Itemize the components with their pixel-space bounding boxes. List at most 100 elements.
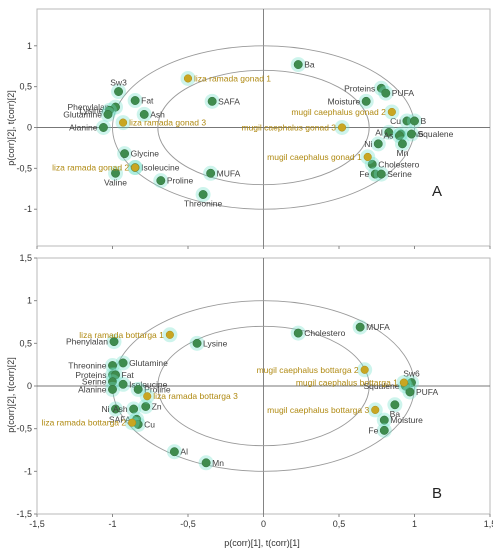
variable-point[interactable]	[111, 404, 120, 414]
variable-point[interactable]	[169, 447, 179, 457]
variable-point[interactable]	[118, 379, 128, 389]
observation-label: liza ramada gonad 2	[52, 163, 129, 173]
variable-point[interactable]	[379, 425, 389, 435]
variable-label: Al	[375, 127, 383, 137]
variable-label: Fe	[359, 169, 369, 179]
observation-label: mugil caephalus gonad 3	[242, 123, 337, 133]
variable-label: Ba	[390, 409, 401, 419]
variable-point[interactable]	[355, 322, 365, 332]
observation-point[interactable]	[363, 152, 372, 161]
variable-label: Mn	[212, 458, 224, 468]
y-tick-label: 0,5	[19, 338, 32, 348]
variable-point[interactable]	[201, 458, 211, 468]
variable-label: MUFA	[366, 322, 390, 332]
panel-b-plot: -1,5 -1 -0,5 0 0,5 1 1,5 -1,5 -1 -0,5 0 0,5 1 1,5 Chol…	[16, 253, 493, 529]
observation-point[interactable]	[337, 123, 347, 132]
variable-point[interactable]	[410, 116, 419, 126]
panel-letter: A	[432, 183, 442, 200]
variable-point[interactable]	[133, 384, 143, 394]
variable-point[interactable]	[394, 131, 404, 141]
y-tick-label: -1,5	[16, 509, 32, 519]
variable-label: Phenylalan	[67, 102, 109, 112]
observation-point[interactable]	[165, 330, 174, 339]
x-tick-label: -1,5	[29, 519, 45, 529]
variable-label: Serine	[387, 169, 412, 179]
observation-point[interactable]	[128, 418, 137, 427]
x-tick-label: 0,5	[333, 519, 346, 529]
observation-label: liza ramada gonad 1	[194, 73, 271, 83]
variable-point[interactable]	[114, 87, 123, 96]
variable-point[interactable]	[198, 190, 208, 199]
variable-label: Ba	[304, 60, 315, 70]
variable-point[interactable]	[384, 127, 394, 137]
variable-point[interactable]	[120, 149, 130, 159]
variable-point[interactable]	[156, 176, 166, 186]
variable-label: Proline	[144, 384, 171, 394]
observation-point[interactable]	[399, 378, 408, 387]
observation-point[interactable]	[371, 405, 380, 414]
variable-point[interactable]	[129, 404, 139, 414]
observation-label: mugil caephalus gonad 2	[291, 107, 386, 117]
variable-label: MUFA	[217, 168, 241, 178]
variable-label: Squalene	[417, 129, 453, 139]
variable-label: Moisture	[328, 96, 361, 106]
variable-point[interactable]	[111, 168, 120, 178]
variable-label: Ni	[101, 404, 109, 414]
observation-point[interactable]	[183, 74, 193, 83]
variable-label: Isoleucine	[141, 163, 180, 173]
y-tick-label: -1	[24, 466, 32, 476]
variable-point[interactable]	[293, 60, 303, 70]
variable-point[interactable]	[367, 159, 377, 169]
variable-label: Proline	[167, 176, 194, 186]
variable-label: Threonine	[68, 361, 107, 371]
variable-label: Al	[180, 447, 188, 457]
variable-label: As	[383, 131, 393, 141]
y-tick-label: -0,5	[16, 163, 32, 173]
y-tick-label: -0,5	[16, 424, 32, 434]
observation-label: liza ramada gonad 3	[129, 118, 206, 128]
y-tick-label: 1,5	[19, 253, 32, 263]
variable-point[interactable]	[141, 402, 151, 411]
y-tick-label: -1	[24, 204, 32, 214]
variable-point[interactable]	[192, 338, 202, 348]
observation-point[interactable]	[131, 163, 140, 172]
panel-letter: B	[432, 485, 442, 502]
y-tick-label: 0	[27, 123, 32, 133]
variable-point[interactable]	[397, 139, 407, 149]
variable-point[interactable]	[103, 109, 113, 119]
x-tick-label: 0	[261, 519, 266, 529]
variable-point[interactable]	[390, 400, 400, 410]
variable-point[interactable]	[405, 387, 415, 397]
variable-label: Fe	[368, 425, 378, 435]
variable-point[interactable]	[108, 361, 117, 370]
variable-point[interactable]	[381, 88, 391, 98]
variable-point[interactable]	[379, 415, 389, 425]
variable-point[interactable]	[108, 384, 117, 394]
variable-point[interactable]	[109, 337, 119, 347]
variable-point[interactable]	[207, 96, 217, 106]
variable-label: Sw6	[403, 369, 420, 379]
variable-point[interactable]	[130, 96, 140, 105]
variable-point[interactable]	[139, 109, 149, 119]
variable-point[interactable]	[373, 139, 383, 149]
observation-point[interactable]	[360, 365, 369, 374]
variable-label: Cholestero	[304, 328, 345, 338]
observation-label: mugil caephalus bottarga 2	[257, 365, 359, 375]
variable-point[interactable]	[407, 129, 416, 139]
outer-ellipse	[112, 45, 415, 210]
observation-point[interactable]	[143, 392, 152, 401]
variable-point[interactable]	[376, 169, 386, 179]
variable-label: Ash	[150, 109, 165, 119]
observation-point[interactable]	[387, 107, 396, 117]
variable-label: Phenylalan	[66, 337, 108, 347]
variable-point[interactable]	[361, 96, 371, 106]
variable-point[interactable]	[118, 358, 128, 368]
observation-point[interactable]	[119, 118, 128, 127]
variable-point[interactable]	[206, 168, 216, 178]
variable-label: Proteins	[344, 83, 375, 93]
x-tick-label: -1	[108, 519, 116, 529]
variable-point[interactable]	[293, 328, 303, 338]
variable-point[interactable]	[98, 123, 108, 132]
panel-a-plot: -1 -0,5 0 0,5 1 Ba Proteins PUFA Moisture Cu B Al Sw…	[16, 8, 491, 249]
